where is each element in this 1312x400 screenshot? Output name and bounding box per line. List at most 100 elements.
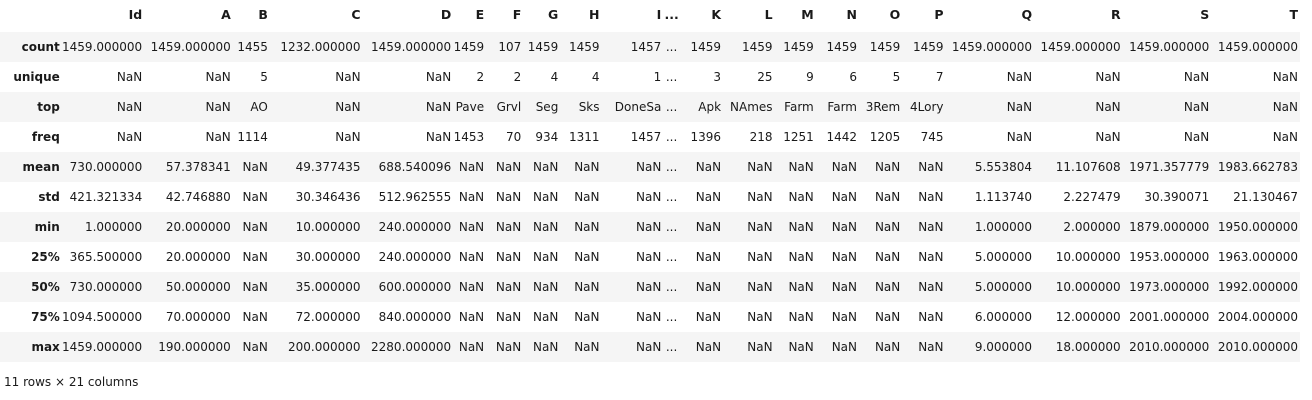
column-header: G	[548, 7, 559, 22]
column-header: C	[351, 7, 361, 22]
table-row: min 1.000000 20.000000 NaN 10.000000 240.0000…	[0, 212, 1300, 242]
table-cell: NaN	[788, 220, 814, 234]
table-cell: 1973.000000	[1129, 280, 1210, 294]
row-label: min	[34, 220, 60, 234]
table-cell: 30.000000	[295, 250, 361, 264]
table-cell: NaN	[874, 340, 901, 354]
row-label: 50%	[31, 280, 60, 294]
table-cell: 1094.500000	[62, 310, 143, 324]
table-cell: 1	[653, 70, 662, 84]
table-cell: NaN	[874, 190, 901, 204]
table-cell: 1459.000000	[150, 40, 231, 54]
table-cell: NaN	[495, 280, 522, 294]
column-header: L	[764, 7, 773, 22]
table-cell: 25	[757, 70, 773, 84]
table-cell: NaN	[831, 340, 857, 354]
table-cell: 1992.000000	[1217, 280, 1298, 294]
column-header: T	[1289, 7, 1298, 22]
row-label: std	[38, 190, 60, 204]
table-cell: 934	[535, 130, 559, 144]
table-cell: 200.000000	[288, 340, 361, 354]
column-header: D	[440, 7, 452, 22]
table-cell: 1205	[869, 130, 901, 144]
table-cell: Farm	[784, 100, 814, 114]
table-cell: NaN	[335, 130, 361, 144]
table-cell: NaN	[495, 310, 522, 324]
table-row: std 421.321334 42.746880 NaN 30.346436 512.96…	[0, 182, 1300, 212]
table-cell: NaN	[458, 190, 485, 204]
table-cell: NaN	[636, 160, 662, 174]
row-label: freq	[31, 130, 60, 144]
table-cell: NaN	[831, 310, 857, 324]
table-cell: 1459	[912, 40, 944, 54]
table-row: 75% 1094.500000 70.000000 NaN 72.000000 840.0…	[0, 302, 1300, 332]
table-cell: NaN	[242, 340, 268, 354]
table-cell: 9	[806, 70, 814, 84]
table-cell: 1459	[453, 40, 485, 54]
table-row: count 1459.000000 1459.000000 1455 1232.0000…	[0, 32, 1300, 62]
table-cell: 72.000000	[295, 310, 361, 324]
table-cell: Grvl	[496, 100, 522, 114]
table-cell: NaN	[747, 250, 773, 264]
table-cell: 57.378341	[165, 160, 231, 174]
table-cell: 18.000000	[1055, 340, 1121, 354]
table-cell: NaN	[242, 160, 268, 174]
table-cell: NaN	[425, 70, 452, 84]
table-cell: NaN	[788, 160, 814, 174]
table-cell: NaN	[1272, 130, 1298, 144]
table-row: freq NaN NaN 1114 NaN NaN 1453 70 934 1311 1457...…	[0, 122, 1300, 152]
table-cell: NaN	[574, 190, 600, 204]
table-cell: 1459.000000	[62, 340, 143, 354]
table-cell: NaN	[335, 100, 361, 114]
table-cell: NaN	[1183, 130, 1210, 144]
table-cell: NaN	[636, 310, 662, 324]
table-cell: NaN	[1095, 70, 1121, 84]
table-cell: NaN	[205, 70, 231, 84]
table-cell: NaN	[918, 250, 944, 264]
column-header: H	[589, 7, 600, 22]
table-cell: 30.346436	[295, 190, 361, 204]
table-cell: 20.000000	[165, 220, 231, 234]
table-cell: NaN	[242, 280, 268, 294]
table-cell: 5.000000	[974, 280, 1033, 294]
column-header: P	[934, 7, 944, 22]
table-cell: 1459.000000	[62, 40, 143, 54]
table-cell: 12.000000	[1055, 310, 1121, 324]
table-cell: 2	[476, 70, 485, 84]
table-cell: NaN	[574, 310, 600, 324]
table-cell: NaN	[788, 310, 814, 324]
table-cell: NaN	[636, 190, 662, 204]
table-cell: 840.000000	[378, 310, 452, 324]
table-cell: NaN	[747, 280, 773, 294]
table-row: top NaN NaN AO NaN NaN Pave Grvl Seg Sks DoneSa...…	[0, 92, 1300, 122]
table-cell: NaN	[918, 190, 944, 204]
table-cell: 4	[550, 70, 559, 84]
table-cell: 1971.357779	[1129, 160, 1210, 174]
column-header: B	[258, 7, 268, 22]
column-header: Id	[128, 7, 143, 22]
table-cell: NaN	[335, 70, 361, 84]
table-cell: 7	[935, 70, 944, 84]
table-cell: NaN	[1006, 100, 1033, 114]
table-cell: 3	[713, 70, 722, 84]
table-cell: 2	[513, 70, 522, 84]
table-cell: 1457	[630, 40, 662, 54]
table-cell: NaN	[747, 310, 773, 324]
row-label: mean	[22, 160, 60, 174]
table-cell: NaN	[874, 160, 901, 174]
table-cell: 70	[505, 130, 522, 144]
column-header: O	[889, 7, 901, 22]
table-cell: 6	[849, 70, 857, 84]
table-cell: 240.000000	[378, 250, 452, 264]
table-cell: 70.000000	[165, 310, 231, 324]
column-header: F	[512, 7, 522, 22]
table-cell: NaN	[788, 250, 814, 264]
table-cell: NaN	[747, 160, 773, 174]
table-cell: 4	[591, 70, 600, 84]
table-cell: 35.000000	[295, 280, 361, 294]
column-header: R	[1111, 7, 1121, 22]
table-cell: NaN	[918, 280, 944, 294]
table-cell: 6.000000	[974, 310, 1033, 324]
table-cell: NaN	[574, 220, 600, 234]
table-cell: 1459.000000	[371, 40, 452, 54]
